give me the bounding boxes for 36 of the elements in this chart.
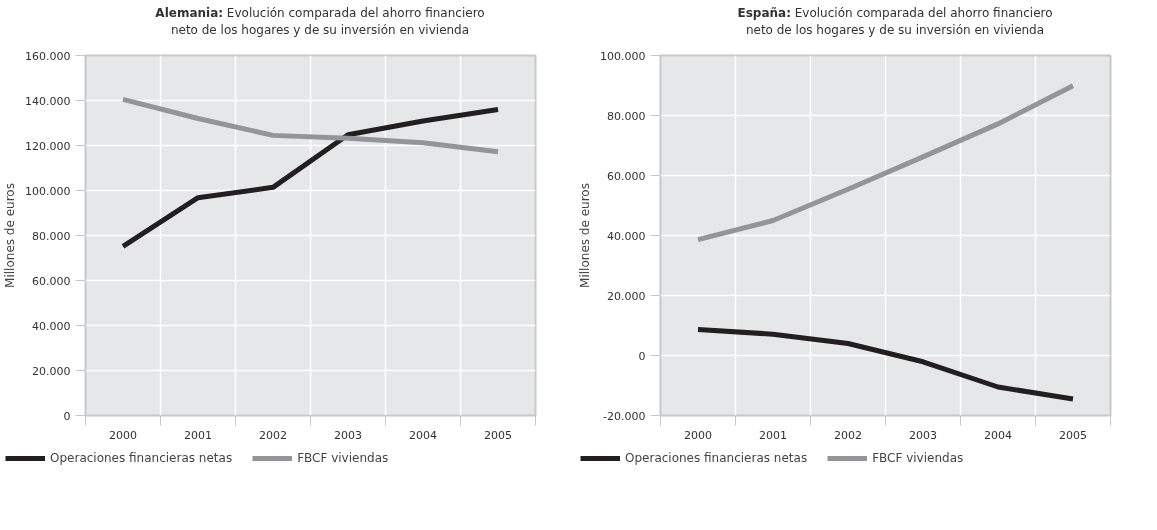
legend-label: FBCF viviendas	[297, 451, 389, 465]
y-tick-label: 80.000	[32, 229, 71, 243]
x-tick-label: 2001	[184, 428, 212, 442]
y-tick-label: 80.000	[607, 109, 646, 123]
chart-title: España: Evolución comparada del ahorro financiero neto de los hogares y de su inversión en vivienda	[736, 5, 1054, 40]
x-tick-label: 2000	[684, 428, 712, 442]
y-tick-label: 60.000	[607, 169, 646, 183]
y-tick-label: 40.000	[32, 319, 71, 333]
x-tick-label: 2004	[409, 428, 437, 442]
y-axis-title: Millones de euros	[578, 183, 593, 288]
y-tick-label: 60.000	[32, 274, 71, 288]
x-tick-label: 2005	[484, 428, 512, 442]
y-tick-label: 140.000	[25, 94, 71, 108]
x-tick-label: 2003	[909, 428, 937, 442]
x-tick-label: 2003	[334, 428, 362, 442]
legend-label: Operaciones financieras netas	[625, 451, 808, 465]
chart-title: Alemania: Evolución comparada del ahorro financiero neto de los hogares y de su inversión en vivienda	[155, 5, 485, 40]
x-tick-label: 2002	[259, 428, 287, 442]
x-tick-label: 2004	[984, 428, 1012, 442]
legend-label: FBCF viviendas	[872, 451, 964, 465]
x-tick-label: 2002	[834, 428, 862, 442]
x-tick-label: 2000	[109, 428, 137, 442]
y-tick-label: 160.000	[25, 49, 71, 63]
y-tick-label: 0	[63, 409, 71, 423]
y-tick-label: 40.000	[607, 229, 646, 243]
y-tick-label: 100.000	[25, 184, 71, 198]
y-tick-label: 20.000	[607, 289, 646, 303]
y-tick-label: 100.000	[600, 49, 646, 63]
legend-label: Operaciones financieras netas	[50, 451, 233, 465]
y-tick-label: 0	[638, 349, 646, 363]
y-axis-title: Millones de euros	[3, 183, 18, 288]
y-tick-label: 120.000	[25, 139, 71, 153]
x-tick-label: 2001	[759, 428, 787, 442]
x-tick-label: 2005	[1059, 428, 1087, 442]
y-tick-label: -20.000	[603, 409, 646, 423]
y-tick-label: 20.000	[32, 364, 71, 378]
